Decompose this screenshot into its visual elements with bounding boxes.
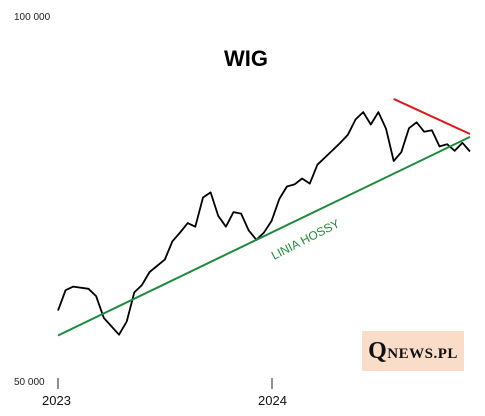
chart-title: WIG bbox=[224, 46, 268, 71]
y-tick-label-bottom: 50 000 bbox=[14, 377, 45, 388]
y-tick-label-top: 100 000 bbox=[14, 12, 51, 23]
x-tick-label-2023: 2023 bbox=[42, 393, 71, 408]
qnews-logo: QNEWS.PL bbox=[362, 331, 464, 371]
wig-series-line bbox=[57, 111, 471, 336]
hossy-line-label: LINIA HOSSY bbox=[269, 216, 342, 262]
resistance-trendline bbox=[393, 98, 471, 135]
logo-wordmark: NEWS.PL bbox=[387, 345, 458, 362]
x-tick-label-2024: 2024 bbox=[258, 393, 287, 408]
hossy-trendline bbox=[57, 136, 471, 337]
logo-q-letter: Q bbox=[368, 337, 388, 364]
